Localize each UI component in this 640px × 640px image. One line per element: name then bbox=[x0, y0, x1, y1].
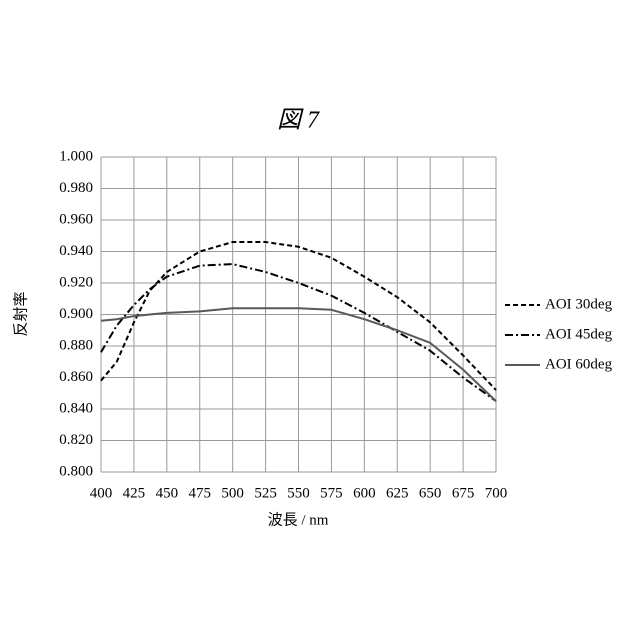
x-tick-label: 575 bbox=[320, 485, 343, 501]
x-tick-label: 550 bbox=[287, 485, 310, 501]
legend-label: AOI 60deg bbox=[545, 356, 613, 372]
x-tick-label: 450 bbox=[156, 485, 179, 501]
x-tick-label: 425 bbox=[123, 485, 146, 501]
y-tick-label: 1.000 bbox=[59, 148, 93, 164]
y-tick-label: 0.980 bbox=[59, 180, 93, 196]
y-axis-label: 反射率 bbox=[12, 291, 29, 336]
legend-label: AOI 45deg bbox=[545, 326, 613, 342]
x-tick-label: 700 bbox=[485, 485, 508, 501]
y-tick-label: 0.920 bbox=[59, 274, 93, 290]
x-tick-label: 650 bbox=[419, 485, 442, 501]
x-tick-label: 400 bbox=[90, 485, 113, 501]
y-tick-label: 0.940 bbox=[59, 243, 93, 259]
x-tick-label: 525 bbox=[254, 485, 277, 501]
y-tick-label: 0.960 bbox=[59, 211, 93, 227]
y-tick-label: 0.840 bbox=[59, 400, 93, 416]
chart: 図 7 波長 / nm 反射率 0.800 0.820 0.840 0.860 0.88… bbox=[0, 0, 640, 640]
y-tick-label: 0.880 bbox=[59, 337, 93, 353]
x-axis-label: 波長 / nm bbox=[268, 511, 329, 528]
legend-label: AOI 30deg bbox=[545, 296, 613, 312]
x-tick-label: 475 bbox=[189, 485, 212, 501]
x-tick-label: 600 bbox=[353, 485, 376, 501]
x-tick-label: 500 bbox=[221, 485, 244, 501]
x-tick-label: 625 bbox=[386, 485, 409, 501]
y-tick-label: 0.800 bbox=[59, 463, 93, 479]
y-tick-label: 0.820 bbox=[59, 432, 93, 448]
y-tick-label: 0.860 bbox=[59, 369, 93, 385]
x-tick-label: 675 bbox=[452, 485, 475, 501]
y-tick-label: 0.900 bbox=[59, 306, 93, 322]
chart-title: 図 7 bbox=[277, 108, 320, 134]
